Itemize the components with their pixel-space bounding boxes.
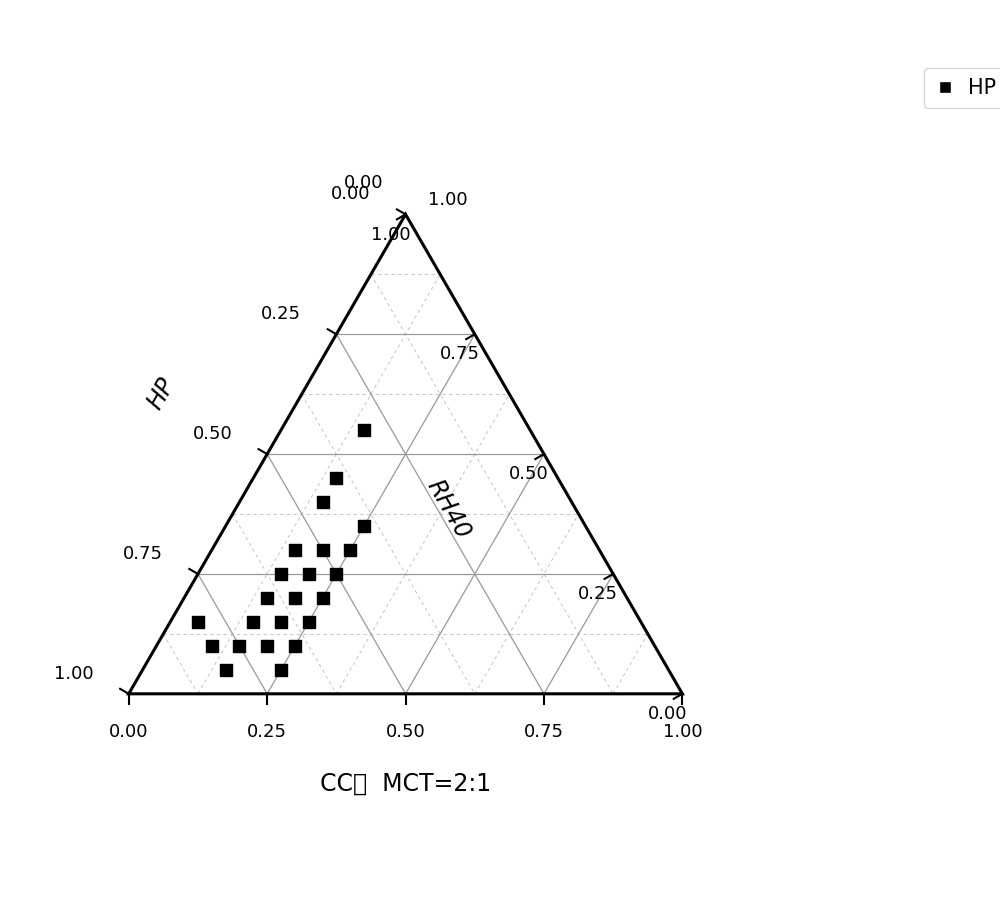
Text: 0.75: 0.75 xyxy=(440,346,480,364)
Text: 1.00: 1.00 xyxy=(663,723,702,741)
Text: 0.25: 0.25 xyxy=(578,585,618,603)
Point xyxy=(218,663,234,678)
Point xyxy=(301,615,317,629)
Text: 0.75: 0.75 xyxy=(524,723,564,741)
Point xyxy=(231,639,247,653)
Text: RH40: RH40 xyxy=(422,475,475,543)
Legend: HP: HP xyxy=(924,67,1000,108)
Text: 0.50: 0.50 xyxy=(192,424,232,443)
Text: HP: HP xyxy=(143,374,180,413)
Point xyxy=(204,639,220,653)
Point xyxy=(328,471,344,485)
Text: 1.00: 1.00 xyxy=(54,665,94,683)
Point xyxy=(259,639,275,653)
Point xyxy=(342,542,358,557)
Text: 1.00: 1.00 xyxy=(371,226,410,244)
Point xyxy=(273,663,289,678)
Text: 0.00: 0.00 xyxy=(647,705,687,723)
Text: 1.00: 1.00 xyxy=(428,190,467,209)
Point xyxy=(273,615,289,629)
Point xyxy=(259,590,275,605)
Point xyxy=(315,542,331,557)
Text: CC：  MCT=2:1: CC： MCT=2:1 xyxy=(320,771,491,795)
Point xyxy=(287,542,303,557)
Text: 0.00: 0.00 xyxy=(331,185,371,203)
Text: 0.25: 0.25 xyxy=(247,723,287,741)
Point xyxy=(287,639,303,653)
Text: 0.50: 0.50 xyxy=(386,723,425,741)
Text: 0.50: 0.50 xyxy=(509,465,549,483)
Point xyxy=(315,495,331,510)
Text: 0.75: 0.75 xyxy=(123,545,163,562)
Point xyxy=(328,567,344,581)
Text: 0.00: 0.00 xyxy=(109,723,148,741)
Point xyxy=(301,567,317,581)
Text: 0.25: 0.25 xyxy=(261,305,301,323)
Point xyxy=(315,590,331,605)
Point xyxy=(273,567,289,581)
Point xyxy=(356,423,372,437)
Point xyxy=(245,615,261,629)
Point xyxy=(287,590,303,605)
Point xyxy=(356,519,372,533)
Point xyxy=(190,615,206,629)
Text: 0.00: 0.00 xyxy=(344,174,383,192)
